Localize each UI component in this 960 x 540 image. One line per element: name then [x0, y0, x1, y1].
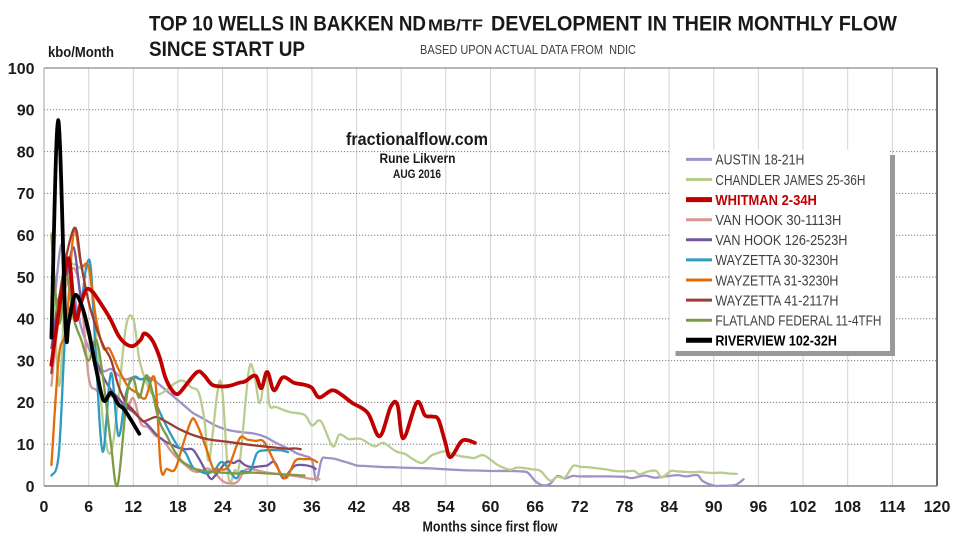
svg-text:0: 0: [26, 479, 35, 496]
svg-text:AUSTIN 18-21H: AUSTIN 18-21H: [715, 153, 804, 169]
svg-text:Months since first flow: Months since first flow: [423, 520, 559, 536]
svg-text:DEVELOPMENT IN THEIR MONTHLY F: DEVELOPMENT IN THEIR MONTHLY FLOW: [491, 12, 898, 36]
svg-text:18: 18: [169, 499, 187, 516]
svg-text:78: 78: [616, 499, 634, 516]
svg-text:TOP 10 WELLS IN BAKKEN ND: TOP 10 WELLS IN BAKKEN ND: [149, 12, 426, 36]
svg-text:48: 48: [392, 499, 410, 516]
svg-text:WAYZETTA 30-3230H: WAYZETTA 30-3230H: [715, 253, 838, 269]
svg-text:54: 54: [437, 499, 455, 516]
svg-text:0: 0: [40, 499, 49, 516]
svg-text:20: 20: [17, 395, 35, 412]
svg-text:66: 66: [526, 499, 544, 516]
svg-text:AUG 2016: AUG 2016: [393, 169, 441, 181]
svg-text:90: 90: [705, 499, 723, 516]
svg-text:90: 90: [17, 103, 35, 120]
svg-text:12: 12: [124, 499, 142, 516]
svg-text:SINCE START UP: SINCE START UP: [149, 37, 305, 61]
svg-text:40: 40: [17, 312, 35, 329]
svg-text:RIVERVIEW 102-32H: RIVERVIEW 102-32H: [715, 334, 837, 350]
svg-text:24: 24: [214, 499, 232, 516]
svg-text:BASED UPON ACTUAL DATA FROM N: BASED UPON ACTUAL DATA FROM NDIC: [420, 42, 636, 57]
svg-text:MB/TF: MB/TF: [428, 18, 483, 35]
svg-text:108: 108: [834, 499, 861, 516]
svg-text:60: 60: [17, 228, 35, 245]
svg-text:50: 50: [17, 270, 35, 287]
svg-text:WAYZETTA 41-2117H: WAYZETTA 41-2117H: [715, 293, 838, 309]
svg-text:80: 80: [17, 144, 35, 161]
svg-text:Rune Likvern: Rune Likvern: [380, 151, 456, 166]
svg-text:102: 102: [790, 499, 817, 516]
svg-text:fractionalflow.com: fractionalflow.com: [346, 129, 488, 149]
svg-text:96: 96: [750, 499, 768, 516]
svg-text:42: 42: [348, 499, 366, 516]
svg-text:WHITMAN 2-34H: WHITMAN 2-34H: [715, 193, 817, 209]
svg-text:72: 72: [571, 499, 589, 516]
svg-text:VAN HOOK 30-1113H: VAN HOOK 30-1113H: [715, 213, 841, 229]
svg-text:VAN HOOK 126-2523H: VAN HOOK 126-2523H: [715, 233, 847, 249]
svg-text:kbo/Month: kbo/Month: [48, 45, 114, 61]
svg-text:70: 70: [17, 186, 35, 203]
svg-text:60: 60: [482, 499, 500, 516]
svg-text:36: 36: [303, 499, 321, 516]
svg-text:FLATLAND FEDERAL 11-4TFH: FLATLAND FEDERAL 11-4TFH: [715, 314, 881, 330]
svg-text:30: 30: [17, 353, 35, 370]
svg-text:WAYZETTA 31-3230H: WAYZETTA 31-3230H: [715, 273, 838, 289]
svg-text:6: 6: [84, 499, 93, 516]
svg-text:30: 30: [258, 499, 276, 516]
svg-text:84: 84: [660, 499, 678, 516]
svg-text:114: 114: [879, 499, 905, 516]
svg-text:CHANDLER JAMES 25-36H: CHANDLER JAMES 25-36H: [715, 173, 865, 189]
svg-text:10: 10: [17, 437, 35, 454]
svg-text:100: 100: [8, 61, 35, 78]
svg-text:120: 120: [924, 499, 951, 516]
